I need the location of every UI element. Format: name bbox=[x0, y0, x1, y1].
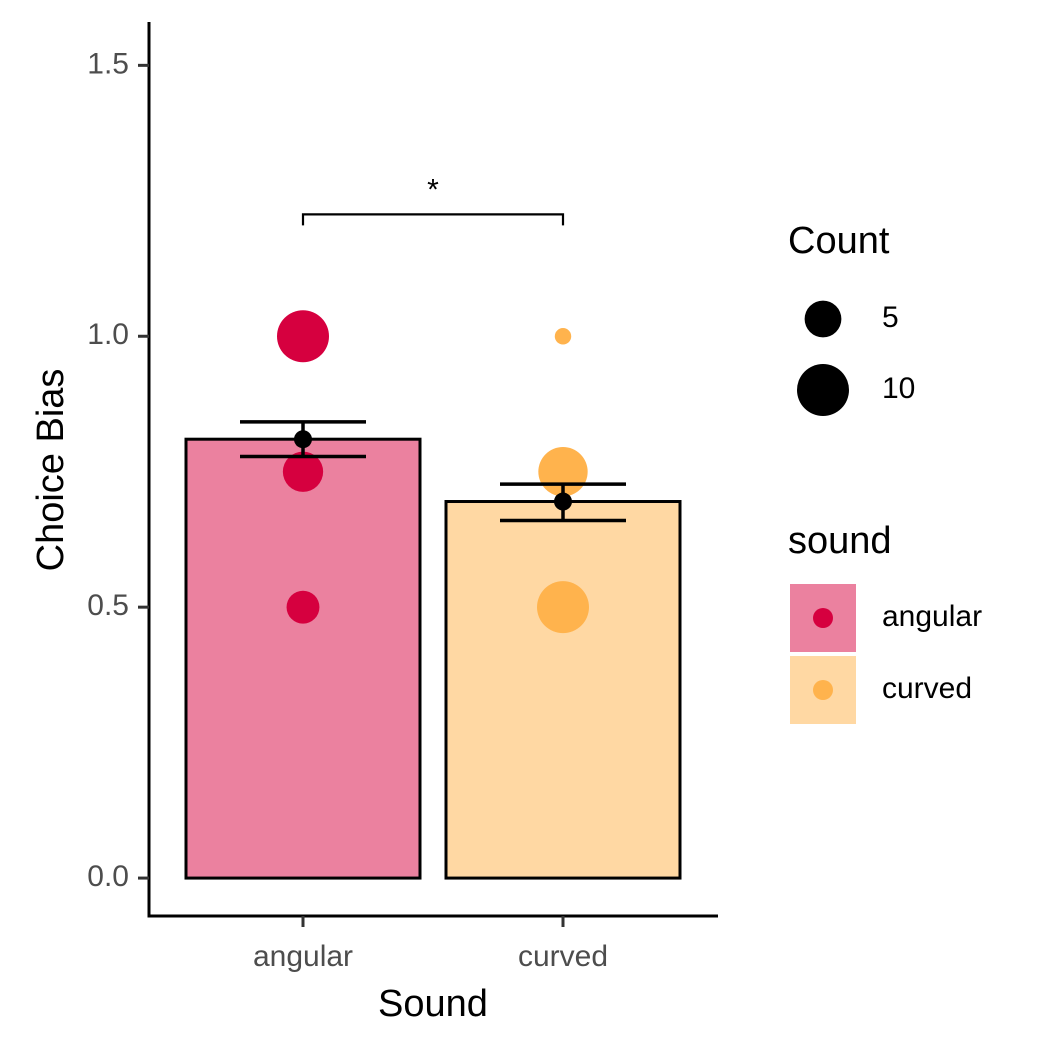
point-curved-5 bbox=[537, 581, 589, 634]
legend-size-title: Count bbox=[788, 220, 890, 262]
point-angular-2 bbox=[286, 590, 320, 624]
legend-size-key-5 bbox=[804, 300, 842, 338]
significance-layer: * bbox=[301, 173, 565, 226]
significance-label: * bbox=[427, 173, 439, 206]
y-axis-title: Choice Bias bbox=[30, 369, 72, 572]
bar-curved bbox=[444, 500, 682, 880]
legend-size-key-10 bbox=[797, 364, 849, 416]
points-layer bbox=[277, 310, 589, 634]
error-bars-layer bbox=[240, 420, 626, 523]
x-tick-label-angular: angular bbox=[253, 940, 353, 973]
x-tick-label-curved: curved bbox=[518, 940, 608, 973]
y-tick-label: 1.5 bbox=[87, 47, 129, 80]
legend-color-label-angular: angular bbox=[882, 600, 982, 633]
bar-angular bbox=[184, 437, 422, 880]
x-axis-title: Sound bbox=[378, 983, 488, 1025]
bars-layer bbox=[184, 437, 682, 880]
mean-point-angular bbox=[294, 430, 312, 449]
legend-color-dot-angular bbox=[813, 608, 833, 628]
point-curved-3 bbox=[554, 328, 572, 345]
legend-color-dot-curved bbox=[813, 680, 833, 700]
legend-size-label: 10 bbox=[882, 372, 915, 405]
y-tick-label: 0.5 bbox=[87, 589, 129, 622]
mean-point-curved bbox=[554, 492, 572, 511]
legend-color-label-curved: curved bbox=[882, 672, 972, 705]
legend-size-label: 5 bbox=[882, 301, 899, 334]
point-angular-0 bbox=[277, 310, 329, 363]
y-tick-label: 1.0 bbox=[87, 318, 129, 351]
point-angular-1 bbox=[282, 451, 324, 492]
y-tick-label: 0.0 bbox=[87, 860, 129, 893]
axes-layer: 0.0 0.5 1.0 1.5 angular curved bbox=[87, 22, 718, 973]
significance-bracket bbox=[301, 213, 565, 226]
legend-color-title: sound bbox=[788, 520, 892, 562]
legend-layer: Count 5 10 sound angular curved bbox=[788, 220, 982, 724]
